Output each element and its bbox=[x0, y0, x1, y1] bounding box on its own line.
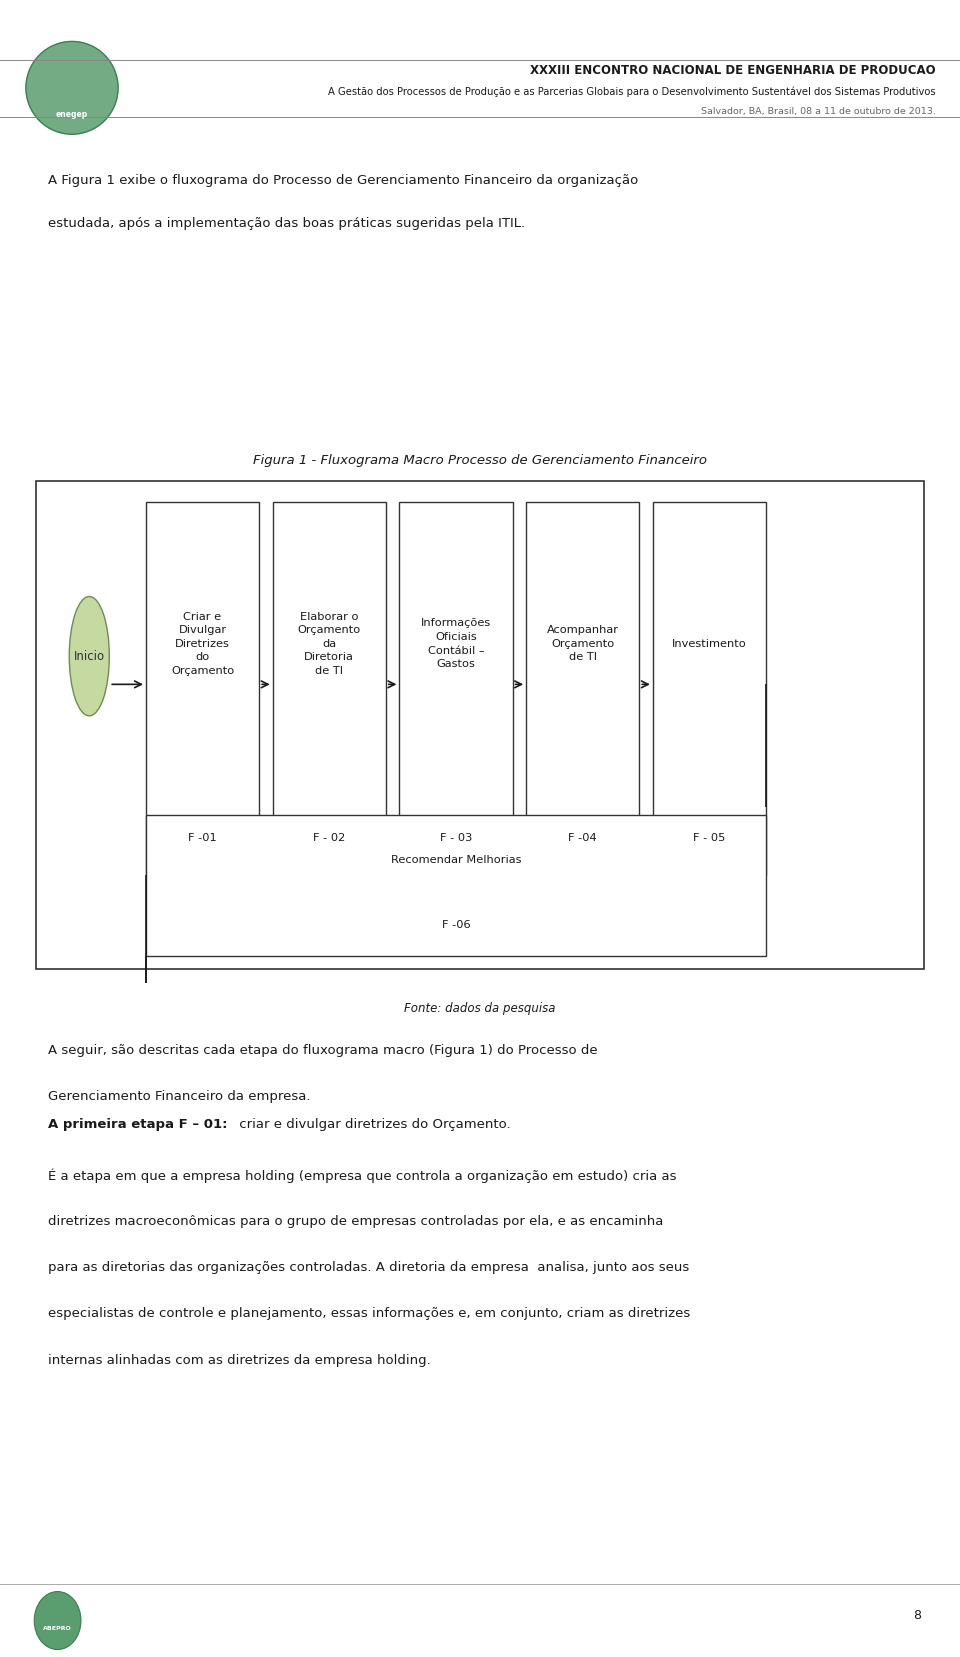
Text: para as diretorias das organizações controladas. A diretoria da empresa  analisa: para as diretorias das organizações cont… bbox=[48, 1261, 689, 1274]
Text: Recomendar Melhorias: Recomendar Melhorias bbox=[391, 855, 521, 865]
Text: internas alinhadas com as diretrizes da empresa holding.: internas alinhadas com as diretrizes da … bbox=[48, 1354, 431, 1367]
Bar bbox=[399, 502, 513, 875]
Text: Gerenciamento Financeiro da empresa.: Gerenciamento Financeiro da empresa. bbox=[48, 1090, 310, 1104]
Text: F -01: F -01 bbox=[188, 832, 217, 843]
Text: F - 03: F - 03 bbox=[440, 832, 472, 843]
Text: enegep: enegep bbox=[56, 109, 88, 119]
Text: Acompanhar
Orçamento
de TI: Acompanhar Orçamento de TI bbox=[547, 625, 619, 663]
Text: estudada, após a implementação das boas práticas sugeridas pela ITIL.: estudada, após a implementação das boas … bbox=[48, 217, 525, 230]
Bar bbox=[146, 815, 766, 956]
Text: especialistas de controle e planejamento, essas informações e, em conjunto, cria: especialistas de controle e planejamento… bbox=[48, 1307, 690, 1321]
Text: ABEPRO: ABEPRO bbox=[43, 1626, 72, 1632]
Text: criar e divulgar diretrizes do Orçamento.: criar e divulgar diretrizes do Orçamento… bbox=[235, 1118, 511, 1132]
Text: XXXIII ENCONTRO NACIONAL DE ENGENHARIA DE PRODUCAO: XXXIII ENCONTRO NACIONAL DE ENGENHARIA D… bbox=[530, 63, 936, 76]
Ellipse shape bbox=[69, 597, 109, 716]
Text: A primeira etapa F – 01:: A primeira etapa F – 01: bbox=[48, 1118, 228, 1132]
Text: Inicio: Inicio bbox=[74, 650, 105, 663]
Text: 8: 8 bbox=[913, 1609, 921, 1622]
Text: Elaborar o
Orçamento
da
Diretoria
de TI: Elaborar o Orçamento da Diretoria de TI bbox=[298, 611, 361, 676]
Text: F -06: F -06 bbox=[442, 920, 470, 930]
Bar bbox=[526, 502, 639, 875]
Text: A Figura 1 exibe o fluxograma do Processo de Gerenciamento Financeiro da organiz: A Figura 1 exibe o fluxograma do Process… bbox=[48, 174, 638, 187]
Text: Fonte: dados da pesquisa: Fonte: dados da pesquisa bbox=[404, 1002, 556, 1016]
Bar bbox=[273, 502, 386, 875]
Text: Criar e
Divulgar
Diretrizes
do
Orçamento: Criar e Divulgar Diretrizes do Orçamento bbox=[171, 611, 234, 676]
Bar bbox=[146, 502, 259, 875]
Text: F - 05: F - 05 bbox=[693, 832, 726, 843]
Text: diretrizes macroeconômicas para o grupo de empresas controladas por ela, e as en: diretrizes macroeconômicas para o grupo … bbox=[48, 1215, 663, 1228]
Text: F - 02: F - 02 bbox=[313, 832, 346, 843]
Ellipse shape bbox=[35, 1591, 81, 1650]
Text: A Gestão dos Processos de Produção e as Parcerias Globais para o Desenvolvimento: A Gestão dos Processos de Produção e as … bbox=[328, 86, 936, 98]
Ellipse shape bbox=[26, 41, 118, 134]
Text: A seguir, são descritas cada etapa do fluxograma macro (Figura 1) do Processo de: A seguir, são descritas cada etapa do fl… bbox=[48, 1044, 598, 1057]
Text: F -04: F -04 bbox=[568, 832, 597, 843]
Text: Figura 1 - Fluxograma Macro Processo de Gerenciamento Financeiro: Figura 1 - Fluxograma Macro Processo de … bbox=[253, 454, 707, 467]
Text: Investimento: Investimento bbox=[672, 638, 747, 650]
Bar bbox=[653, 502, 766, 875]
Bar bbox=[36, 481, 924, 969]
Text: É a etapa em que a empresa holding (empresa que controla a organização em estudo: É a etapa em que a empresa holding (empr… bbox=[48, 1168, 677, 1183]
Text: Informações
Oficiais
Contábil –
Gastos: Informações Oficiais Contábil – Gastos bbox=[420, 618, 492, 669]
Text: Salvador, BA, Brasil, 08 a 11 de outubro de 2013.: Salvador, BA, Brasil, 08 a 11 de outubro… bbox=[701, 106, 936, 116]
